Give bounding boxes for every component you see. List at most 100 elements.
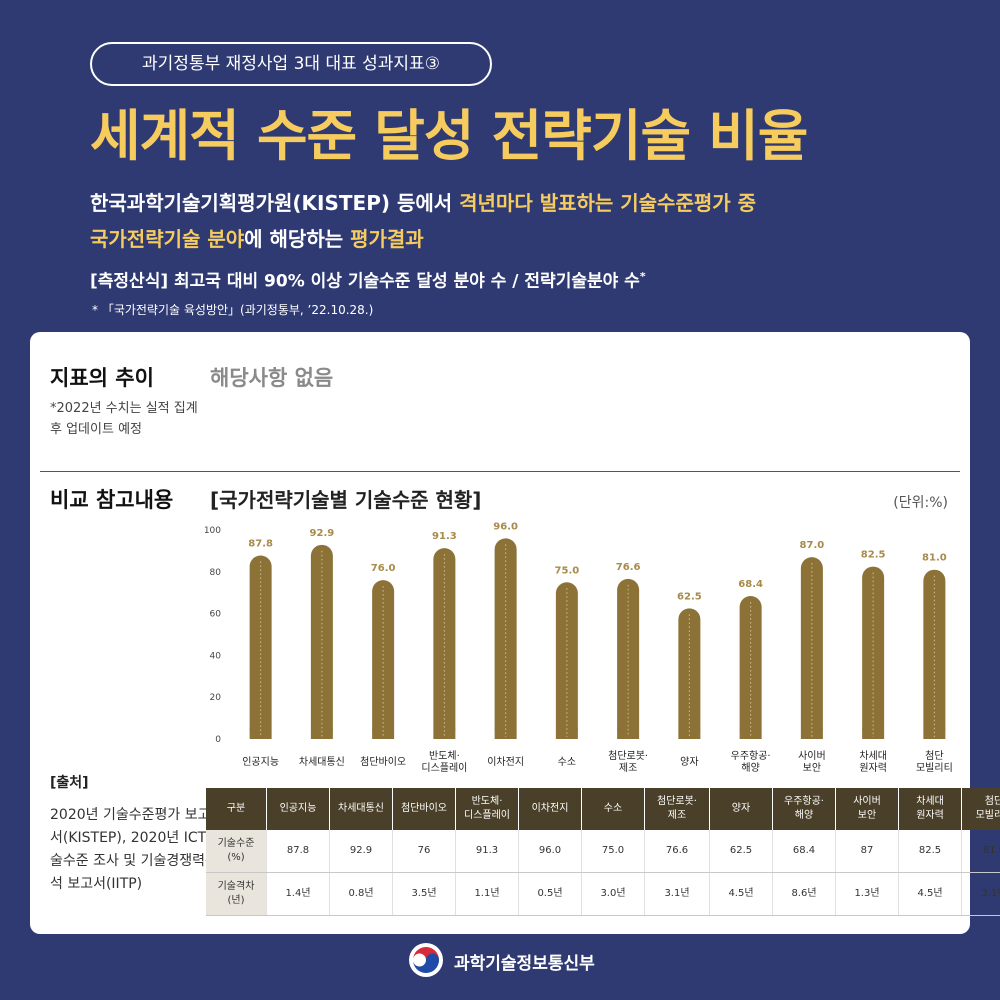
table-cell: 1.4년 <box>266 872 330 916</box>
table-cell: 3.1년 <box>961 872 1000 916</box>
unit-label: (단위:%) <box>893 495 948 511</box>
data-label: 87.0 <box>800 540 825 551</box>
y-tick-label: 0 <box>215 735 221 745</box>
trend-heading: 지표의 추이 <box>50 366 154 390</box>
org-name: 과학기술정보통신부 <box>454 954 595 974</box>
x-tick-label: 차세대 원자력 <box>859 750 887 774</box>
table-header-cell: 이차전지 <box>518 788 582 830</box>
content-card: 지표의 추이 해당사항 없음 *2022년 수치는 실적 집계 후 업데이트 예… <box>30 332 1000 934</box>
table-cell: 82.5 <box>898 830 962 873</box>
x-tick-label: 차세대통신 <box>299 756 345 768</box>
table-cell: 4.5년 <box>709 872 773 916</box>
data-table: 구분 인공지능 차세대통신 첨단바이오 반도체· 디스플레이 이차전지 수소 첨단로봇· 제조 양자… <box>206 788 1000 916</box>
table-header-row: 구분 인공지능 차세대통신 첨단바이오 반도체· 디스플레이 이차전지 수소 첨단로봇· 제조 양자… <box>206 788 1000 830</box>
table-cell: 87.8 <box>266 830 330 873</box>
x-tick-label: 첨단 모빌리티 <box>916 750 953 774</box>
data-label: 91.3 <box>432 531 457 542</box>
y-tick-label: 40 <box>210 651 222 661</box>
table-header-cell: 차세대통신 <box>329 788 393 830</box>
footer: 과학기술정보통신부 <box>408 942 628 982</box>
table-header-corner: 구분 <box>206 788 267 830</box>
data-label: 75.0 <box>555 565 580 576</box>
desc-text: 한국과학기술기획평가원(KISTEP) 등에서 <box>90 191 460 215</box>
table-row-header: 기술수준 (%) <box>206 830 267 873</box>
bar-base <box>800 728 823 739</box>
bar <box>310 544 333 739</box>
formula: [측정산식] 최고국 대비 90% 이상 기술수준 달성 분야 수 / 전략기술… <box>90 262 950 297</box>
x-tick-label: 이차전지 <box>487 756 524 768</box>
table-header-cell: 수소 <box>581 788 645 830</box>
table-row: 기술수준 (%) 87.8 92.9 76 91.3 96.0 75.0 76.6 62.5 68.… <box>206 830 1000 873</box>
page-title: 세계적 수준 달성 전략기술 비율 <box>90 104 808 168</box>
y-tick-label: 20 <box>210 693 222 703</box>
taegeuk-logo-icon <box>409 943 443 977</box>
bar <box>678 608 701 739</box>
x-tick-label: 수소 <box>558 756 576 768</box>
bar <box>494 538 517 739</box>
bar-base <box>310 728 333 739</box>
bar-chart: 0 20 40 60 80 100 87.8 인공지능 92.9 차세대통신 76.0 첨단바이오 91… <box>204 521 953 774</box>
bar-base <box>923 728 946 739</box>
table-header-cell: 인공지능 <box>266 788 330 830</box>
table-cell: 4.5년 <box>898 872 962 916</box>
bar-base <box>739 728 762 739</box>
desc-highlight: 국가전략기술 분야 <box>90 227 245 251</box>
data-label: 96.0 <box>493 521 518 532</box>
x-tick-label: 첨단바이오 <box>360 756 406 768</box>
bar <box>923 569 946 739</box>
data-label: 62.5 <box>677 591 702 602</box>
table-cell: 0.8년 <box>329 872 393 916</box>
table-cell: 8.6년 <box>772 872 836 916</box>
table-cell: 68.4 <box>772 830 836 873</box>
reference-note: * 「국가전략기술 육성방안」(과기정통부, ’22.10.28.) <box>92 303 374 317</box>
data-label: 92.9 <box>310 528 335 539</box>
y-tick-label: 60 <box>210 610 222 620</box>
desc-text: 에 해당하는 <box>244 227 351 251</box>
y-tick-label: 100 <box>204 526 221 536</box>
formula-mark: * <box>639 270 646 283</box>
table-cell: 91.3 <box>455 830 519 873</box>
x-tick-label: 반도체· 디스플레이 <box>421 750 467 774</box>
bar <box>617 578 640 739</box>
description: 한국과학기술기획평가원(KISTEP) 등에서 격년마다 발표하는 기술수준평가… <box>90 185 950 257</box>
x-tick-label: 인공지능 <box>242 756 279 768</box>
table-header-cell: 첨단바이오 <box>392 788 456 830</box>
comparison-heading: 비교 참고내용 <box>50 488 174 512</box>
data-label: 82.5 <box>861 550 886 561</box>
data-label: 87.8 <box>248 538 273 549</box>
table-cell: 3.0년 <box>581 872 645 916</box>
source-text: 2020년 기술수준평가 보고서(KISTEP), 2020년 ICT기술수준 … <box>50 807 220 892</box>
table-cell: 0.5년 <box>518 872 582 916</box>
trend-value: 해당사항 없음 <box>210 366 334 390</box>
desc-highlight: 평가결과 <box>350 227 424 251</box>
chart-title: [국가전략기술별 기술수준 현황] <box>210 488 482 512</box>
bar-base <box>372 728 395 739</box>
bar-base <box>678 728 701 739</box>
x-tick-label: 우주항공· 해양 <box>731 750 771 774</box>
indicator-badge: 과기정통부 재정사업 3대 대표 성과지표③ <box>90 42 492 86</box>
table-cell: 1.1년 <box>455 872 519 916</box>
data-label: 81.0 <box>922 553 947 564</box>
table-cell: 62.5 <box>709 830 773 873</box>
table-cell: 81.0 <box>961 830 1000 873</box>
y-tick-label: 80 <box>210 568 222 578</box>
data-label: 68.4 <box>738 579 763 590</box>
x-tick-label: 첨단로봇· 제조 <box>608 750 648 774</box>
table-header-cell: 첨단로봇· 제조 <box>644 788 710 830</box>
table-cell: 76.6 <box>644 830 710 873</box>
table-cell: 3.1년 <box>644 872 710 916</box>
table-cell: 87 <box>835 830 899 873</box>
table-cell: 76 <box>392 830 456 873</box>
table-row-header: 기술격차 (년) <box>206 872 267 916</box>
data-label: 76.0 <box>371 563 396 574</box>
divider <box>40 471 960 472</box>
x-tick-label: 양자 <box>680 756 698 768</box>
table-cell: 92.9 <box>329 830 393 873</box>
bar-base <box>433 728 456 739</box>
table-header-cell: 우주항공· 해양 <box>772 788 836 830</box>
table-cell: 1.3년 <box>835 872 899 916</box>
bar <box>249 555 272 739</box>
formula-text: [측정산식] 최고국 대비 90% 이상 기술수준 달성 분야 수 / 전략기술… <box>90 271 640 292</box>
x-tick-label: 사이버 보안 <box>798 750 826 774</box>
